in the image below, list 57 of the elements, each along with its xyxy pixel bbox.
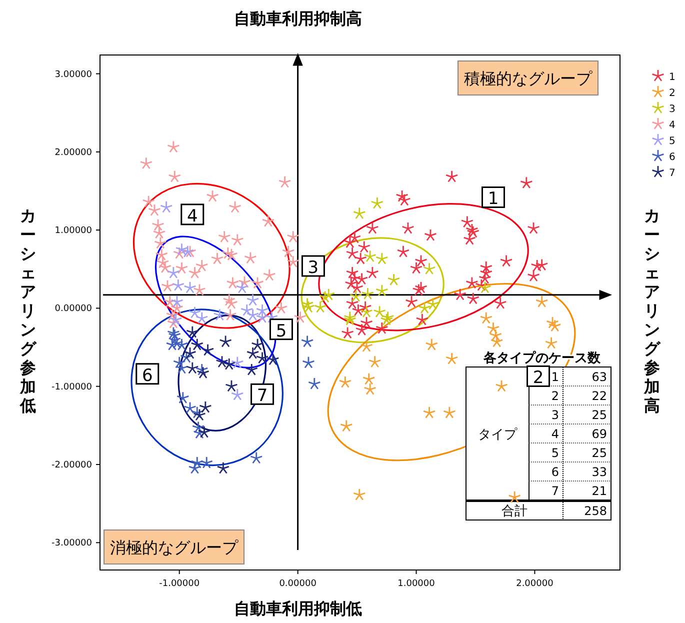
annotation: タイプ [478, 428, 518, 442]
annotation: 69 [592, 427, 607, 441]
annotation: 合計 [502, 504, 528, 519]
label-box: 5 [269, 318, 293, 342]
annotation: 258 [584, 504, 607, 518]
annotation: 21 [592, 484, 607, 498]
annotation: 5 [276, 321, 287, 342]
legend-label: 1 [669, 72, 676, 83]
legend-label: 5 [669, 136, 676, 147]
annotation: 1 [551, 370, 559, 384]
label-box: 7 [250, 383, 274, 406]
label-box: 2 [526, 365, 550, 388]
annotation: 3 [308, 258, 319, 278]
annotation: 5 [551, 446, 559, 460]
label-box: 6 [136, 363, 160, 386]
text: カーシェアリング参加低 [20, 206, 36, 415]
annotation: 6 [142, 366, 153, 386]
annotation: 4 [186, 206, 198, 226]
x-tick-label: 2.00000 [516, 579, 554, 589]
label-box: 4 [180, 204, 204, 226]
annotation: 消極的なグループ [110, 538, 239, 557]
y-tick-label: 0.00000 [54, 304, 92, 314]
y-tick-label: -2.00000 [52, 460, 92, 470]
y-tick-label: 3.00000 [54, 70, 92, 80]
x-tick-label: 1.00000 [398, 579, 436, 589]
legend-label: 3 [669, 104, 676, 115]
y-tick-label: 2.00000 [54, 148, 92, 158]
annotation: 2 [532, 368, 544, 388]
x-axis-title: 自動車利用抑制低 [234, 599, 362, 618]
x-tick-label: 0.00000 [279, 579, 317, 589]
legend-label: 6 [669, 152, 676, 163]
annotation: 1 [488, 189, 499, 210]
label-box: 3 [301, 255, 325, 278]
x-tick-label: -1.00000 [159, 579, 200, 589]
note-box: 消極的なグループ [104, 530, 244, 564]
text: カーシェアリング参加高 [644, 206, 660, 415]
y-tick-label: -1.00000 [52, 382, 92, 392]
annotation: 4 [551, 427, 559, 441]
annotation: 63 [592, 370, 607, 384]
annotation: 25 [592, 446, 607, 460]
label-box: 1 [482, 186, 505, 210]
annotation: 33 [592, 465, 607, 479]
y-tick-label: 1.00000 [54, 226, 92, 236]
annotation: 7 [256, 386, 268, 406]
annotation: 積極的なグループ [464, 69, 593, 88]
annotation: 22 [592, 389, 607, 403]
y-tick-label: -3.00000 [52, 538, 92, 549]
chart-title: 自動車利用抑制高 [234, 9, 362, 28]
annotation: 6 [551, 465, 559, 479]
legend-label: 4 [669, 120, 676, 131]
note-box: 積極的なグループ [458, 60, 598, 96]
legend-label: 7 [669, 168, 676, 179]
legend-label: 2 [669, 88, 676, 99]
annotation: 25 [592, 408, 607, 422]
annotation: 7 [551, 484, 559, 498]
annotation: 3 [551, 408, 559, 422]
annotation: 2 [551, 389, 559, 403]
